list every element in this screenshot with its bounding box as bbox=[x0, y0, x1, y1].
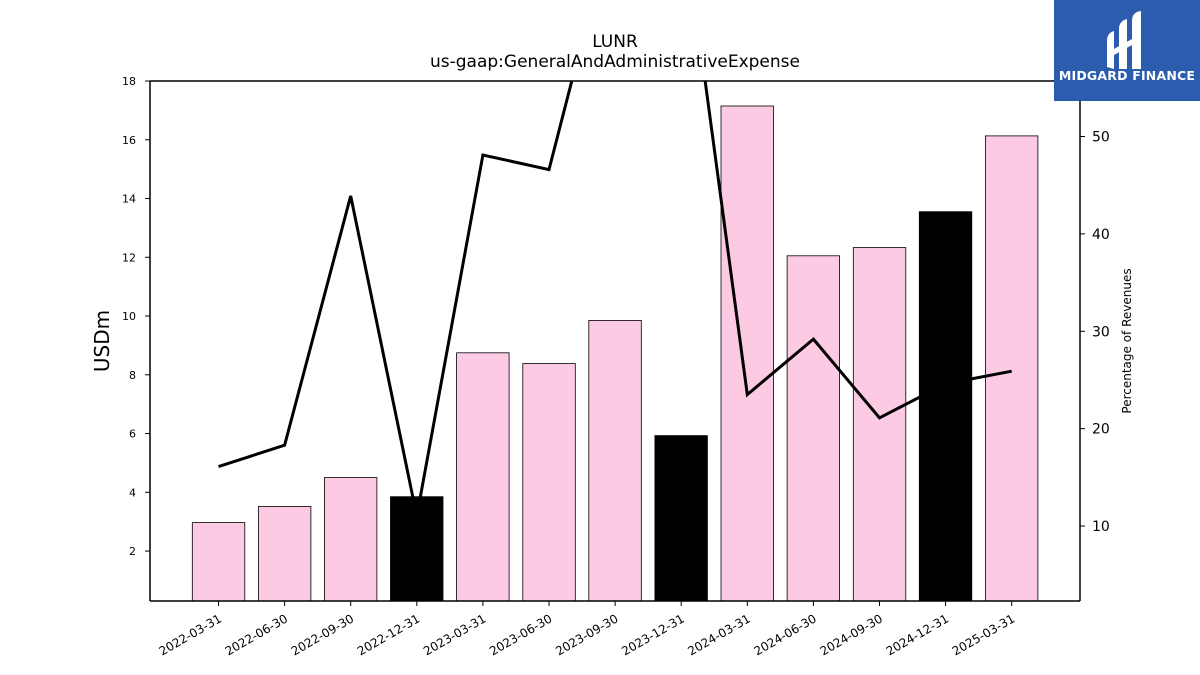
y-tick-label: 6 bbox=[129, 428, 136, 441]
bar-2022-06-30 bbox=[257, 505, 312, 602]
bar-2023-09-30 bbox=[588, 319, 642, 602]
bar-2022-03-31 bbox=[191, 522, 246, 602]
y-tick-label: 18 bbox=[122, 75, 136, 88]
x-tick-label: 2024-12-31 bbox=[884, 611, 951, 658]
bar-2024-06-30 bbox=[786, 255, 840, 602]
bar-2025-03-31 bbox=[985, 135, 1039, 602]
bar-2023-03-31 bbox=[456, 352, 510, 602]
y2-tick-label: 30 bbox=[1092, 324, 1110, 340]
y2-tick-label: 50 bbox=[1092, 130, 1110, 146]
x-tick-label: 2022-06-30 bbox=[223, 611, 290, 658]
y-axis-label: USDm bbox=[90, 310, 114, 372]
y-tick-label: 14 bbox=[122, 193, 136, 206]
y-tick-label: 4 bbox=[129, 486, 136, 499]
x-tick-label: 2024-06-30 bbox=[751, 611, 818, 658]
bar-2022-09-30 bbox=[323, 477, 378, 602]
y2-axis-label: Percentage of Revenues bbox=[1120, 268, 1134, 413]
y-tick-label: 12 bbox=[122, 251, 136, 264]
x-tick-label: 2023-12-31 bbox=[619, 611, 686, 658]
y2-tick-label: 40 bbox=[1092, 227, 1110, 243]
bar-2024-03-31 bbox=[720, 105, 774, 602]
midgard-finance-logo: MIDGARD FINANCE bbox=[1054, 0, 1200, 101]
logo-mark-icon bbox=[1107, 11, 1141, 69]
bars-layer bbox=[191, 105, 1039, 602]
bar-2024-12-31 bbox=[918, 211, 973, 602]
x-tick-label: 2023-03-31 bbox=[421, 611, 488, 658]
x-tick-label: 2022-12-31 bbox=[355, 611, 422, 658]
x-tick-label: 2023-06-30 bbox=[487, 611, 554, 658]
y-tick-label: 2 bbox=[129, 545, 136, 558]
y-tick-label: 10 bbox=[122, 310, 136, 323]
line-layer bbox=[218, 81, 1012, 517]
chart-subtitle: us-gaap:GeneralAndAdministrativeExpense bbox=[430, 52, 800, 72]
x-tick-label: 2025-03-31 bbox=[950, 611, 1017, 658]
y2-tick-label: 20 bbox=[1092, 422, 1110, 438]
y-tick-label: 16 bbox=[122, 134, 136, 147]
x-tick-label: 2024-09-30 bbox=[818, 611, 885, 658]
x-tick-label: 2022-09-30 bbox=[289, 611, 356, 658]
y-tick-label: 8 bbox=[129, 369, 136, 382]
bar-2023-12-31 bbox=[654, 435, 708, 602]
logo-text: MIDGARD FINANCE bbox=[1058, 68, 1196, 83]
bar-2023-06-30 bbox=[522, 363, 576, 602]
percentage-line bbox=[218, 81, 1012, 517]
chart-title: LUNR bbox=[592, 32, 638, 52]
x-tick-label: 2023-09-30 bbox=[553, 611, 620, 658]
y2-tick-label: 10 bbox=[1092, 519, 1110, 535]
bar-2024-09-30 bbox=[852, 247, 907, 602]
x-tick-label: 2024-03-31 bbox=[685, 611, 752, 658]
x-tick-label: 2022-03-31 bbox=[157, 611, 224, 658]
